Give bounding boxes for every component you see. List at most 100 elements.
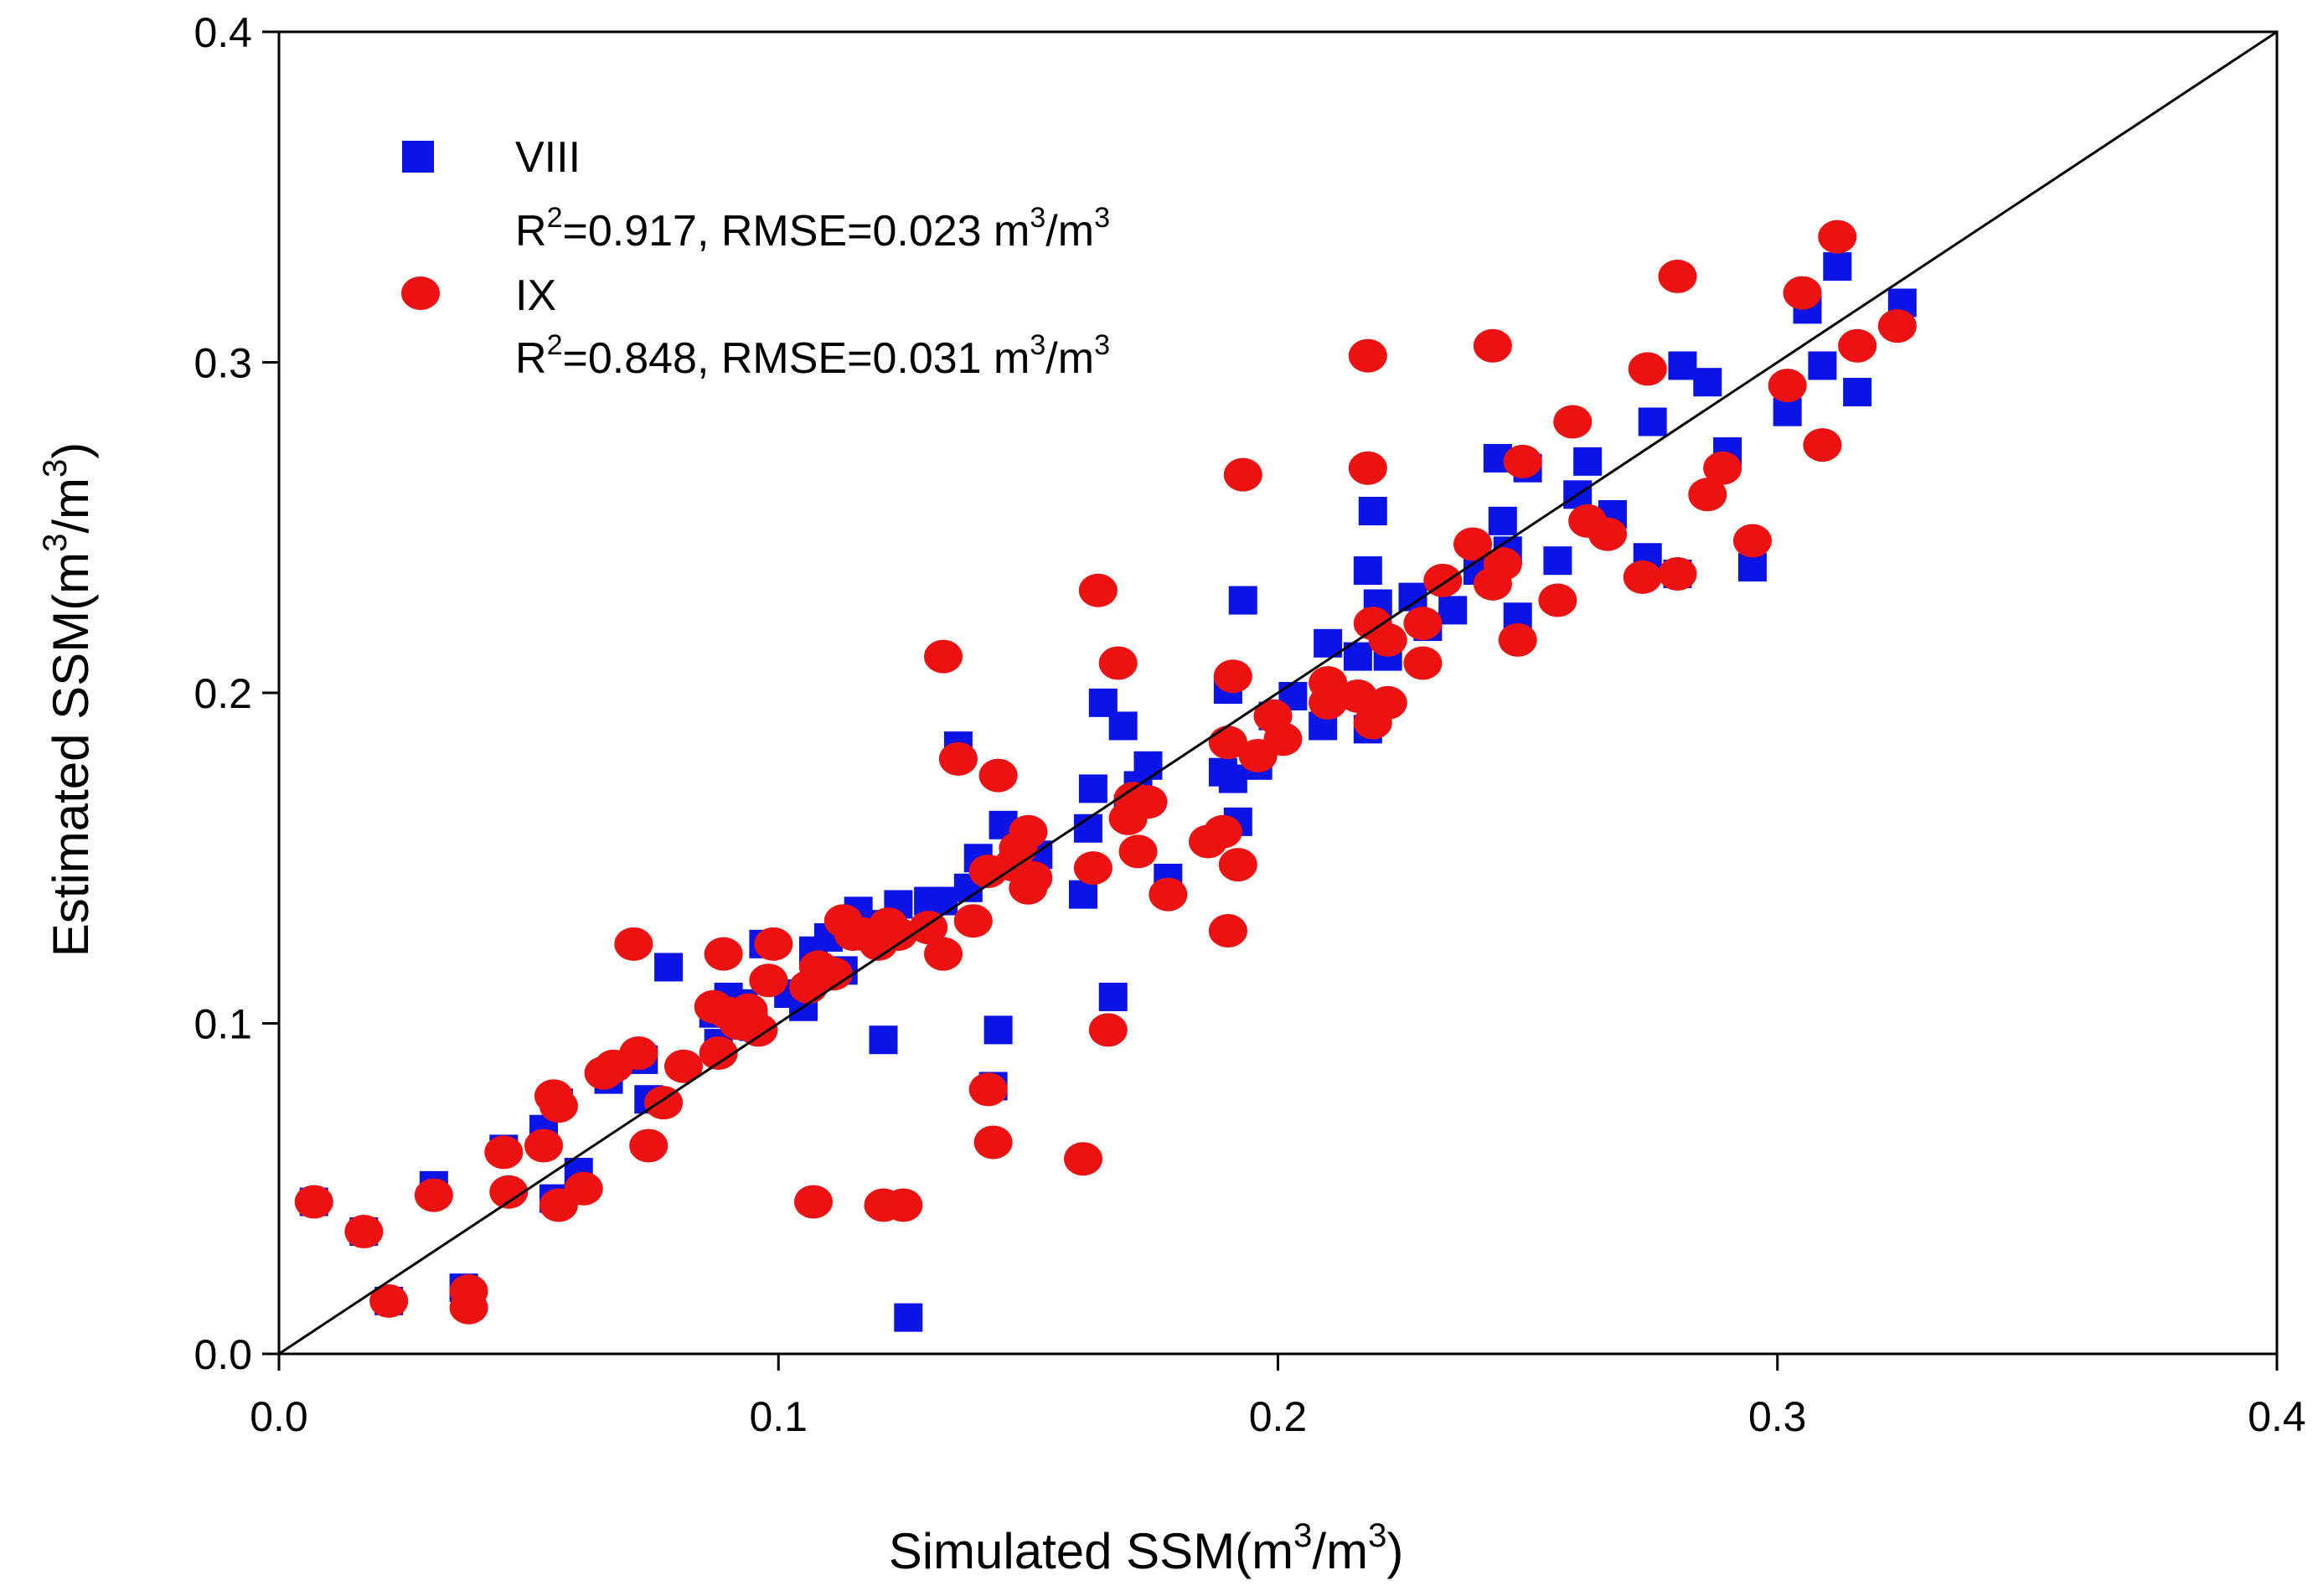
legend-stats-viii-unit-mid: /m (1045, 207, 1094, 256)
legend-stats-viii-text: =0.917, RMSE=0.023 m (562, 207, 1030, 256)
x-axis-title-end: ) (1386, 1523, 1403, 1579)
data-point-ix (953, 904, 993, 938)
y-tick-label: 0.0 (194, 1331, 252, 1378)
data-point-ix (884, 1188, 923, 1222)
legend-stats-viii-r: R (515, 207, 547, 256)
data-point-ix (1498, 622, 1537, 657)
data-point-viii (1668, 351, 1697, 380)
data-point-ix (1403, 646, 1443, 680)
data-point-ix (1218, 848, 1257, 882)
data-point-ix (369, 1284, 409, 1318)
data-point-viii (869, 1025, 898, 1055)
one-to-one-reference-line (278, 30, 2278, 1356)
data-marks (294, 220, 1917, 1332)
data-point-ix (1078, 573, 1118, 607)
data-point-viii (654, 953, 684, 982)
x-tick-label: 0.3 (1748, 1393, 1807, 1440)
data-point-viii (1843, 378, 1872, 407)
x-axis-title-mid: /m (1312, 1523, 1368, 1579)
y-tick-label: 0.4 (194, 9, 252, 56)
data-point-viii (1218, 764, 1247, 793)
data-point-ix (1263, 722, 1303, 757)
data-point-ix (564, 1171, 603, 1206)
data-point-ix (1658, 556, 1697, 591)
x-tick-label: 0.1 (749, 1393, 808, 1440)
data-point-ix (414, 1178, 453, 1212)
data-point-ix (1063, 1142, 1102, 1176)
data-point-viii (1353, 556, 1382, 586)
x-axis-title-main: Simulated SSM(m (889, 1523, 1293, 1579)
data-point-ix (813, 957, 853, 991)
data-point-viii (1638, 407, 1667, 436)
data-point-ix (1088, 1013, 1128, 1047)
data-point-ix (1368, 685, 1407, 720)
legend-stats-ix-r: R (515, 334, 547, 383)
data-point-ix (1208, 726, 1247, 760)
legend-stats-viii-unit-sup2: 3 (1094, 202, 1110, 234)
data-point-ix (449, 1290, 488, 1325)
data-point-viii (1438, 596, 1468, 625)
data-point-ix (1877, 309, 1917, 343)
data-point-ix (1014, 860, 1053, 895)
y-axis-title-main: Estimated SSM(m (43, 552, 99, 957)
data-point-ix (1453, 527, 1493, 561)
data-point-ix (1223, 457, 1262, 492)
data-point-viii (1228, 586, 1257, 615)
data-point-ix (1658, 259, 1697, 293)
legend-stats-viii-r2-sup: 2 (547, 202, 563, 234)
data-point-ix (294, 1185, 333, 1219)
data-point-ix (704, 937, 743, 971)
data-point-viii (1573, 447, 1603, 476)
data-point-ix (1838, 328, 1877, 363)
data-point-viii (1737, 553, 1767, 582)
x-axis-title: Simulated SSM(m3/m3) (889, 1517, 1404, 1579)
axis-ticks: 0.0 0.1 0.2 0.3 0.4 0.0 0.1 0.2 0.3 0.4 (194, 9, 2305, 1440)
data-point-ix (1703, 451, 1742, 485)
legend-stats-ix-text: =0.848, RMSE=0.031 m (562, 334, 1030, 383)
data-point-ix (1309, 666, 1348, 700)
data-point-ix (1403, 607, 1443, 641)
data-point-ix (484, 1135, 524, 1170)
data-point-ix (749, 963, 788, 998)
data-point-ix (1588, 517, 1628, 551)
data-point-ix (1818, 220, 1857, 254)
data-point-viii (983, 1015, 1013, 1045)
data-point-ix (739, 1013, 778, 1047)
data-point-ix (1473, 328, 1512, 363)
data-point-viii (1543, 546, 1572, 576)
y-axis-title-end: ) (43, 442, 99, 459)
legend-marker-ix (401, 276, 440, 310)
x-axis-title-sup2: 3 (1368, 1517, 1386, 1554)
data-point-ix (1149, 877, 1188, 912)
data-point-ix (968, 1072, 1008, 1107)
legend-label-viii: VIII (515, 133, 581, 182)
data-point-ix (1073, 851, 1112, 886)
data-point-ix (1803, 428, 1842, 462)
data-point-ix (629, 1129, 669, 1163)
x-axis-title-sup1: 3 (1293, 1517, 1312, 1554)
legend-label-ix: IX (515, 271, 556, 320)
legend: VIII R2=0.917, RMSE=0.023 m3/m3 IX R2=0.… (401, 133, 1110, 383)
data-point-ix (1213, 659, 1252, 694)
data-point-viii (1488, 506, 1517, 535)
data-point-viii (1773, 397, 1802, 426)
data-point-viii (1078, 774, 1107, 803)
y-axis-title-sup1: 3 (37, 534, 74, 552)
data-point-ix (1368, 622, 1407, 657)
legend-stats-ix-r2-sup: 2 (547, 329, 563, 361)
legend-stats-ix-unit-sup1: 3 (1030, 329, 1045, 361)
data-point-ix (699, 1036, 738, 1071)
data-point-ix (924, 639, 963, 674)
data-point-ix (924, 937, 963, 971)
legend-stats-ix-unit-sup2: 3 (1094, 329, 1110, 361)
data-point-ix (1732, 524, 1772, 558)
data-point-viii (1358, 497, 1387, 526)
data-point-ix (1503, 444, 1542, 478)
data-point-ix (1208, 914, 1247, 948)
x-tick-label: 0.4 (2248, 1393, 2306, 1440)
data-point-ix (754, 927, 793, 961)
y-tick-label: 0.3 (194, 340, 252, 387)
data-point-viii (1108, 711, 1138, 741)
